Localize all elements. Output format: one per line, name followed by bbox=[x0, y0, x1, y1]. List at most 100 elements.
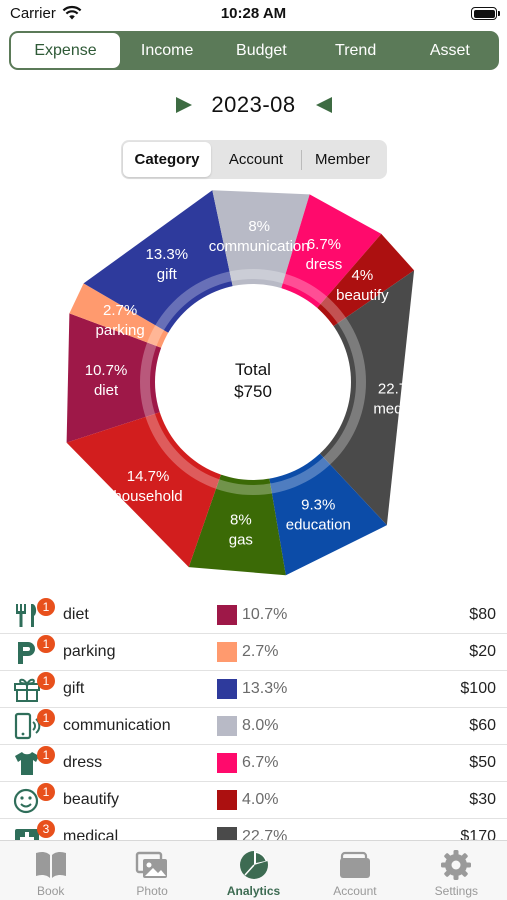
medical-kit-icon bbox=[15, 829, 39, 840]
donut-chart-svg: Total $750 10.7% diet 2.7% parking 13.3% gift… bbox=[66, 190, 425, 576]
wifi-icon bbox=[62, 5, 82, 20]
status-bar: Carrier 10:28 AM bbox=[0, 0, 507, 30]
category-amount: $50 bbox=[469, 754, 496, 771]
category-percent: 2.7% bbox=[242, 643, 279, 660]
tab-income[interactable]: Income bbox=[140, 41, 194, 59]
slice-category-label: beautify bbox=[336, 287, 389, 304]
tab-photo[interactable]: Photo bbox=[101, 841, 202, 900]
color-swatch bbox=[217, 716, 237, 736]
slice-percent-label: 13.3% bbox=[146, 246, 189, 263]
inner-ring-highlight bbox=[140, 269, 366, 495]
tab-book[interactable]: Book bbox=[0, 841, 101, 900]
slice-category-label: parking bbox=[96, 322, 145, 339]
slice-communication[interactable] bbox=[212, 190, 310, 289]
color-swatch bbox=[217, 790, 237, 810]
slice-gift[interactable] bbox=[83, 190, 233, 333]
tab-settings-label: Settings bbox=[434, 884, 478, 898]
wallet-icon bbox=[339, 851, 370, 878]
category-amount: $20 bbox=[469, 643, 496, 660]
tab-asset[interactable]: Asset bbox=[429, 41, 470, 59]
entry-count-badge: 1 bbox=[37, 598, 55, 616]
battery-icon bbox=[471, 7, 500, 20]
category-name: beautify bbox=[63, 791, 120, 808]
tab-settings[interactable]: Settings bbox=[406, 841, 507, 900]
category-list: 1 diet 10.7% $80 1 parking 2.7% $20 1 gi… bbox=[0, 597, 507, 840]
list-item[interactable]: 1 communication 8.0% $60 bbox=[0, 708, 507, 745]
list-item[interactable]: 1 diet 10.7% $80 bbox=[0, 597, 507, 634]
color-swatch bbox=[217, 679, 237, 699]
category-percent: 8.0% bbox=[242, 717, 279, 734]
entry-count-badge: 1 bbox=[37, 709, 55, 727]
slice-percent-label: 6.7% bbox=[307, 236, 341, 253]
slice-household[interactable] bbox=[66, 412, 221, 568]
tab-photo-label: Photo bbox=[136, 884, 168, 898]
tab-book-label: Book bbox=[37, 884, 65, 898]
entry-count-badge: 1 bbox=[37, 635, 55, 653]
smiley-icon bbox=[13, 788, 39, 814]
month-label[interactable]: 2023-08 bbox=[211, 92, 296, 117]
segment-category[interactable]: Category bbox=[123, 142, 211, 177]
list-item[interactable]: 1 gift 13.3% $100 bbox=[0, 671, 507, 708]
month-selector: 2023-08 bbox=[0, 90, 507, 122]
entry-count-badge: 1 bbox=[37, 746, 55, 764]
category-amount: $30 bbox=[469, 791, 496, 808]
slice-category-label: education bbox=[286, 517, 351, 534]
carrier-label: Carrier bbox=[10, 5, 56, 22]
phone-icon bbox=[14, 712, 41, 740]
list-item[interactable]: 1 parking 2.7% $20 bbox=[0, 634, 507, 671]
slice-percent-label: 2.7% bbox=[103, 302, 137, 319]
shirt-icon bbox=[15, 752, 39, 775]
slice-dress[interactable] bbox=[281, 194, 382, 308]
entry-count-badge: 1 bbox=[37, 672, 55, 690]
slice-medical[interactable] bbox=[319, 270, 415, 526]
category-name: gift bbox=[63, 680, 85, 697]
slice-percent-label: 8% bbox=[248, 218, 270, 235]
slice-gas[interactable] bbox=[188, 474, 286, 576]
tab-analytics-label: Analytics bbox=[226, 884, 281, 898]
category-percent: 22.7% bbox=[242, 828, 288, 840]
tab-budget[interactable]: Budget bbox=[236, 41, 287, 59]
slice-category-label: diet bbox=[94, 382, 119, 399]
book-icon bbox=[35, 851, 66, 878]
slice-category-label: household bbox=[113, 488, 182, 505]
category-name: medical bbox=[63, 828, 119, 840]
slice-percent-label: 9.3% bbox=[301, 497, 335, 514]
category-amount: $170 bbox=[460, 828, 496, 840]
next-month-arrow-icon[interactable] bbox=[316, 97, 332, 113]
tab-trend[interactable]: Trend bbox=[335, 41, 377, 59]
bottom-tab-bar: Book Photo Analytics Account bbox=[0, 840, 507, 900]
total-value: $750 bbox=[234, 382, 272, 401]
category-amount: $80 bbox=[469, 606, 496, 623]
slice-diet[interactable] bbox=[66, 313, 162, 443]
tab-expense[interactable]: Expense bbox=[11, 33, 120, 68]
tab-analytics[interactable]: Analytics bbox=[203, 841, 304, 900]
segment-member[interactable]: Member bbox=[314, 151, 370, 168]
segment-account[interactable]: Account bbox=[228, 151, 284, 168]
tab-account-label: Account bbox=[333, 884, 377, 898]
parking-icon bbox=[18, 642, 35, 664]
list-item[interactable]: 3 medical 22.7% $170 bbox=[0, 819, 507, 840]
entry-count-badge: 1 bbox=[37, 783, 55, 801]
category-percent: 10.7% bbox=[242, 606, 288, 623]
slice-category-label: communication bbox=[209, 238, 310, 255]
slice-category-label: gift bbox=[157, 266, 178, 283]
segment-divider bbox=[301, 149, 302, 170]
tab-account[interactable]: Account bbox=[304, 841, 405, 900]
slice-percent-label: 8% bbox=[230, 511, 252, 528]
category-donut-chart: Total $750 10.7% diet 2.7% parking 13.3% gift… bbox=[0, 190, 507, 590]
slice-education[interactable] bbox=[269, 453, 387, 576]
category-name: dress bbox=[63, 754, 103, 771]
slice-beautify[interactable] bbox=[317, 233, 415, 327]
slice-parking[interactable] bbox=[69, 283, 169, 348]
previous-month-arrow-icon[interactable] bbox=[176, 97, 192, 113]
list-item[interactable]: 1 dress 6.7% $50 bbox=[0, 745, 507, 782]
category-name: parking bbox=[63, 643, 116, 660]
list-item[interactable]: 1 beautify 4.0% $30 bbox=[0, 782, 507, 819]
fork-knife-icon bbox=[16, 604, 37, 627]
category-percent: 4.0% bbox=[242, 791, 279, 808]
slice-percent-label: 4% bbox=[352, 267, 374, 284]
color-swatch bbox=[217, 753, 237, 773]
clock: 10:28 AM bbox=[220, 5, 287, 22]
gear-icon bbox=[441, 850, 472, 880]
pie-chart-icon bbox=[239, 850, 268, 879]
